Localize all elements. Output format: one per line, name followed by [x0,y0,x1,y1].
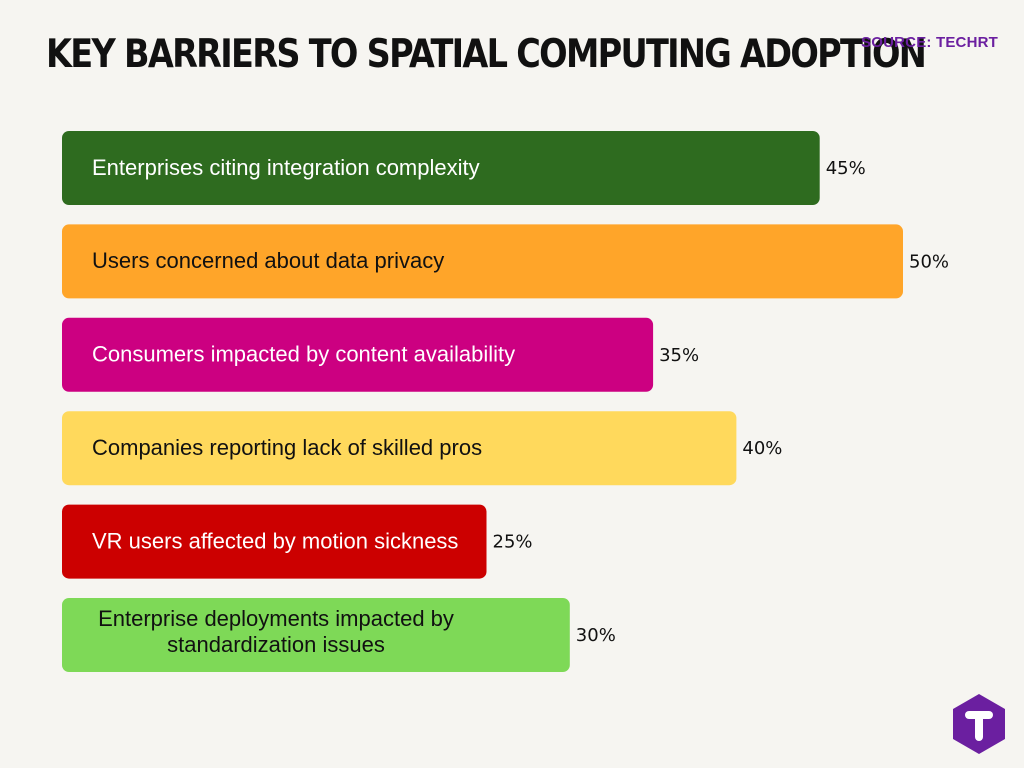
source-label: SOURCE: TECHRT [861,34,998,51]
bar-label-5: VR users affected by motion sickness [92,528,458,553]
bar-1 [62,131,820,205]
bar-label-6: Enterprise deployments impacted by standa… [98,606,454,657]
bar-4 [62,411,737,486]
value-label-4: 40% [742,438,782,459]
bar-label-2: Users concerned about data privacy [92,248,444,273]
chart-title: KEY BARRIERS TO SPATIAL COMPUTING ADOPTI… [46,32,927,77]
bar-5 [62,504,487,579]
value-label-6: 30% [576,625,616,646]
bar-3 [62,317,654,392]
bar-label-3: Consumers impacted by content availabili… [92,342,515,367]
value-label-3: 35% [659,345,699,366]
value-label-2: 50% [909,251,949,272]
techrt-logo-icon [953,694,1005,754]
value-label-1: 45% [826,158,866,179]
bar-label-4: Companies reporting lack of skilled pros [92,435,482,460]
bar-2 [62,224,903,299]
value-label-5: 25% [493,532,533,553]
bar-label-1: Enterprises citing integration complexit… [92,155,480,180]
bar-6 [62,598,570,672]
